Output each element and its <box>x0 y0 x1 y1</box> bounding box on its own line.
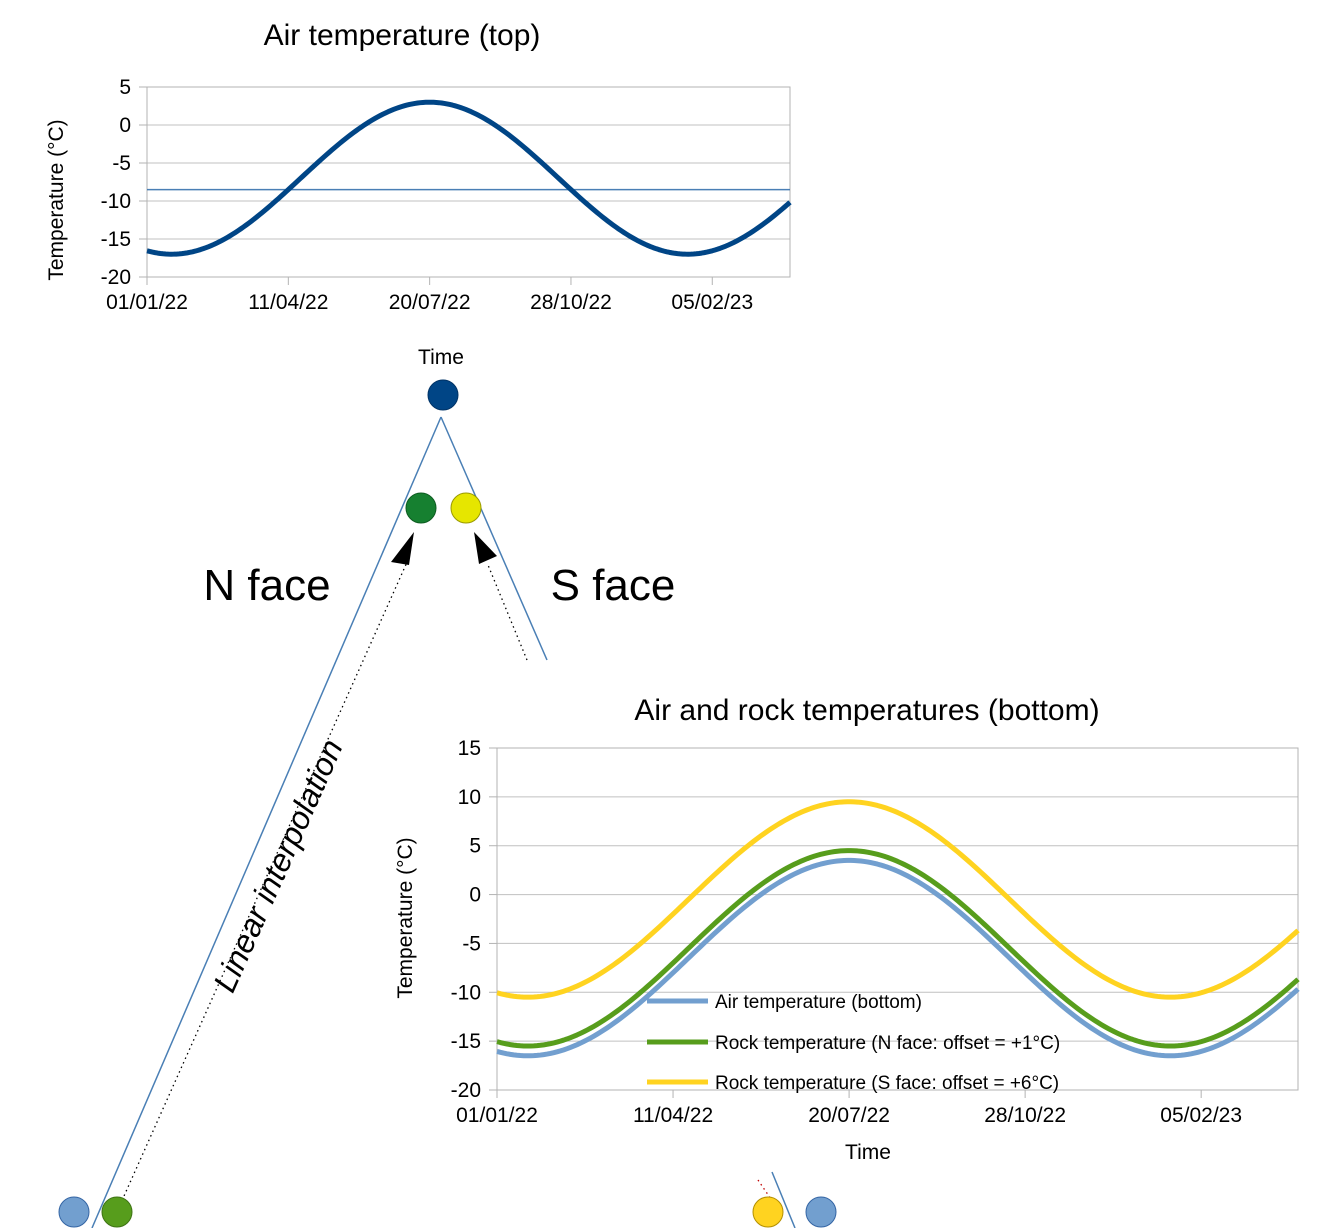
s-face-slope-line-lower <box>771 1171 796 1228</box>
x-tick-label: 05/02/23 <box>671 291 753 314</box>
bottom-left-air-node <box>58 1196 90 1228</box>
y-tick-label: 5 <box>469 835 481 858</box>
bottom-right-air-node <box>805 1196 837 1228</box>
top-air-temperature-node <box>427 379 459 411</box>
bottom-chart-y-ticks: 15 10 5 0 -5 -10 -15 -20 <box>451 737 497 1102</box>
bottom-chart-title: Air and rock temperatures (bottom) <box>634 694 1099 727</box>
n-face-arrowhead <box>391 532 414 565</box>
y-tick-label: -5 <box>112 152 131 175</box>
top-chart: Air temperature (top) 5 0 -5 -10 -15 -20 01/0… <box>45 19 792 369</box>
y-tick-label: 5 <box>119 76 131 99</box>
bottom-chart-legend: Air temperature (bottom) Rock temperatur… <box>647 992 1060 1094</box>
x-tick-label: 20/07/22 <box>389 291 471 314</box>
top-chart-series-air-temperature <box>146 99 792 257</box>
linear-interpolation-label: Linear interpolation <box>206 734 350 997</box>
x-tick-label: 11/04/22 <box>248 291 328 314</box>
legend-label-rock-n-face: Rock temperature (N face: offset = +1°C) <box>715 1033 1060 1054</box>
x-tick-label: 01/01/22 <box>456 1104 538 1127</box>
y-tick-label: 0 <box>469 884 481 907</box>
top-chart-x-ticks: 01/01/22 11/04/22 20/07/22 28/10/22 05/02/23 <box>106 277 753 314</box>
bottom-chart: Air and rock temperatures (bottom) 15 10 5… <box>394 694 1300 1164</box>
y-tick-label: 0 <box>119 114 131 137</box>
y-tick-label: -10 <box>101 190 131 213</box>
y-tick-label: -20 <box>451 1079 481 1102</box>
top-chart-x-axis-label: Time <box>418 346 464 369</box>
bottom-chart-series-rock-s-face <box>496 799 1300 1000</box>
bottom-chart-y-axis-label: Temperature (°C) <box>394 837 417 998</box>
y-tick-label: 10 <box>458 786 481 809</box>
y-tick-label: 15 <box>458 737 481 760</box>
y-tick-label: -5 <box>462 932 481 955</box>
x-tick-label: 01/01/22 <box>106 291 188 314</box>
n-face-label: N face <box>203 561 330 610</box>
s-face-slope-line <box>440 416 548 661</box>
s-face-rock-node <box>450 492 482 524</box>
y-tick-label: -20 <box>101 266 131 289</box>
bottom-chart-series-rock-n-face <box>496 848 1300 1049</box>
top-chart-y-axis-label: Temperature (°C) <box>45 119 68 280</box>
s-face-interpolation-dotted-line <box>487 564 528 661</box>
bottom-chart-x-axis-label: Time <box>845 1141 891 1164</box>
bottom-left-n-face-node <box>101 1196 133 1228</box>
x-tick-label: 28/10/22 <box>530 291 612 314</box>
bottom-chart-x-ticks: 01/01/22 11/04/22 20/07/22 28/10/22 05/02/23 <box>456 1090 1242 1127</box>
bottom-right-s-face-node <box>752 1196 784 1228</box>
x-tick-label: 11/04/22 <box>633 1104 713 1127</box>
top-chart-gridlines <box>147 86 790 278</box>
top-chart-y-ticks: 5 0 -5 -10 -15 -20 <box>101 76 147 289</box>
legend-label-rock-s-face: Rock temperature (S face: offset = +6°C) <box>715 1073 1059 1094</box>
interpolation-diagram: N face S face Linear interpolation <box>58 379 837 1228</box>
legend-label-air-temperature: Air temperature (bottom) <box>715 992 922 1013</box>
n-face-slope-line <box>91 416 442 1228</box>
x-tick-label: 05/02/23 <box>1160 1104 1242 1127</box>
y-tick-label: -10 <box>451 981 481 1004</box>
bottom-chart-series-air-temperature <box>496 857 1300 1059</box>
y-tick-label: -15 <box>451 1030 481 1053</box>
bottom-chart-plot-area <box>496 747 1299 1091</box>
s-face-arrowhead <box>474 532 497 564</box>
top-chart-title: Air temperature (top) <box>264 19 541 52</box>
top-chart-plot-area <box>146 86 791 278</box>
y-tick-label: -15 <box>101 228 131 251</box>
n-face-rock-node <box>405 492 437 524</box>
x-tick-label: 28/10/22 <box>984 1104 1066 1127</box>
s-face-label: S face <box>551 561 676 610</box>
x-tick-label: 20/07/22 <box>808 1104 890 1127</box>
